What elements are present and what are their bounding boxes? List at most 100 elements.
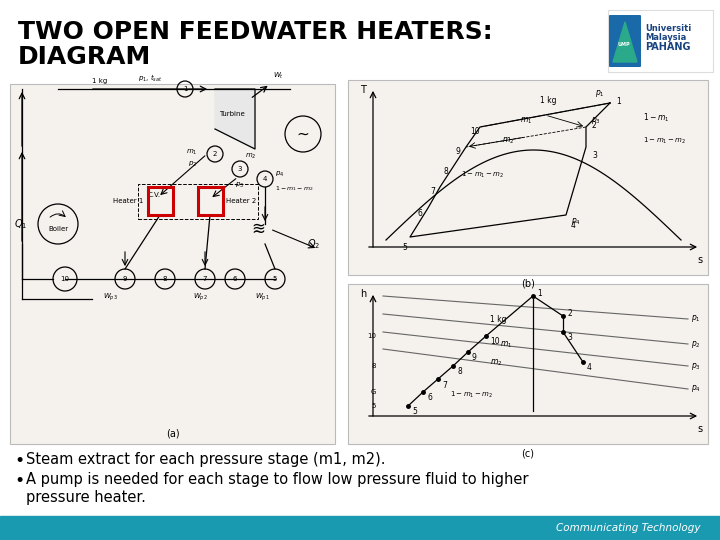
Text: (b): (b) (521, 279, 535, 289)
Text: ≋: ≋ (251, 220, 265, 238)
Text: $p_4$: $p_4$ (275, 170, 284, 179)
Polygon shape (215, 89, 255, 149)
Text: 6: 6 (418, 208, 423, 218)
Text: $1-m_1-m_2$: $1-m_1-m_2$ (450, 390, 493, 400)
Text: •: • (14, 452, 24, 470)
Text: 8: 8 (163, 276, 167, 282)
Text: 1 kg: 1 kg (540, 96, 557, 105)
Text: ~: ~ (297, 126, 310, 141)
Text: s: s (698, 255, 703, 265)
Text: $Q_2$: $Q_2$ (307, 237, 320, 251)
Text: $m_2$: $m_2$ (490, 357, 502, 368)
Bar (198, 187, 223, 215)
Text: 5: 5 (402, 242, 407, 252)
Text: $m_2$: $m_2$ (502, 135, 514, 145)
Text: $p_1$, $t_{sat}$: $p_1$, $t_{sat}$ (138, 73, 162, 84)
Text: 3: 3 (567, 334, 572, 342)
Text: 1 kg: 1 kg (92, 78, 107, 84)
Text: $m_1$: $m_1$ (186, 147, 197, 157)
Bar (138, 184, 258, 219)
Text: Heater 2: Heater 2 (226, 198, 256, 204)
Text: 8: 8 (443, 167, 448, 177)
Bar (0, 516, 720, 540)
Text: 1: 1 (537, 289, 541, 299)
Text: DIAGRAM: DIAGRAM (18, 45, 151, 69)
Text: 10: 10 (367, 333, 376, 339)
Text: pressure heater.: pressure heater. (26, 490, 146, 505)
Text: $p_3$: $p_3$ (235, 181, 244, 190)
Text: 1: 1 (616, 97, 621, 105)
Text: A pump is needed for each stage to flow low pressure fluid to higher: A pump is needed for each stage to flow … (26, 472, 528, 487)
Text: Universiti: Universiti (645, 24, 691, 33)
Text: 4: 4 (571, 220, 576, 230)
Text: $1-m_1-m_2$: $1-m_1-m_2$ (275, 185, 314, 193)
Text: 10: 10 (60, 276, 70, 282)
Text: 4: 4 (263, 176, 267, 182)
FancyBboxPatch shape (609, 15, 641, 67)
Text: 5: 5 (273, 276, 277, 282)
Text: Communicating Technology: Communicating Technology (556, 523, 700, 533)
Text: 6: 6 (427, 394, 432, 402)
Text: $p_3$: $p_3$ (591, 115, 601, 126)
Text: $W_{p1}$: $W_{p1}$ (255, 292, 269, 303)
Text: $p_1$: $p_1$ (691, 314, 701, 325)
Text: $m_1$: $m_1$ (500, 340, 512, 350)
Text: Turbine: Turbine (219, 111, 245, 117)
Polygon shape (613, 22, 637, 62)
Text: $W_{p2}$: $W_{p2}$ (193, 292, 207, 303)
Text: s: s (698, 424, 703, 434)
Text: Malaysia: Malaysia (645, 33, 686, 42)
Text: PAHANG: PAHANG (645, 42, 690, 52)
Text: $1-m_1-m_2$: $1-m_1-m_2$ (643, 136, 686, 146)
Bar (148, 187, 173, 215)
Bar (348, 284, 708, 444)
Text: 7: 7 (442, 381, 447, 389)
Text: 3: 3 (238, 166, 242, 172)
Text: 8: 8 (372, 363, 376, 369)
Text: h: h (360, 289, 366, 299)
Text: 9: 9 (456, 147, 461, 157)
Text: $p_2$: $p_2$ (691, 339, 701, 349)
Text: UMP: UMP (618, 43, 630, 48)
Text: 4: 4 (587, 363, 592, 373)
Text: T: T (360, 85, 366, 95)
Text: 5: 5 (412, 408, 417, 416)
Text: $1-m_1$: $1-m_1$ (643, 111, 670, 124)
Text: 2: 2 (213, 151, 217, 157)
Bar (348, 80, 708, 275)
Text: $p_1$: $p_1$ (595, 88, 605, 99)
Text: G: G (371, 389, 376, 395)
Text: Boiler: Boiler (48, 226, 68, 232)
Text: Steam extract for each pressure stage (m1, m2).: Steam extract for each pressure stage (m… (26, 452, 385, 467)
Text: 9: 9 (122, 276, 127, 282)
Text: $m_2$: $m_2$ (245, 152, 256, 161)
Text: (a): (a) (166, 429, 179, 439)
Text: 6: 6 (233, 276, 238, 282)
Text: $Q_1$: $Q_1$ (14, 217, 27, 231)
Text: 7: 7 (203, 276, 207, 282)
Text: 7: 7 (430, 187, 435, 197)
Text: TWO OPEN FEEDWATER HEATERS:: TWO OPEN FEEDWATER HEATERS: (18, 20, 492, 44)
Text: 9: 9 (472, 354, 477, 362)
Text: 10: 10 (490, 338, 500, 347)
Text: 2: 2 (592, 120, 597, 130)
Text: 2: 2 (567, 309, 572, 319)
Text: $p_2$: $p_2$ (188, 159, 197, 168)
Text: $m_1$: $m_1$ (520, 116, 532, 126)
Text: 3: 3 (592, 151, 597, 159)
Text: $W_t$: $W_t$ (273, 71, 284, 81)
Text: $p_4$: $p_4$ (571, 216, 581, 227)
Bar (608, 10, 713, 72)
Text: C.V.: C.V. (148, 192, 161, 198)
Text: $W_{p3}$: $W_{p3}$ (103, 292, 117, 303)
Text: 10: 10 (470, 127, 480, 137)
Text: (c): (c) (521, 448, 534, 458)
Text: 5: 5 (372, 403, 376, 409)
Text: $p_3$: $p_3$ (691, 361, 701, 372)
Text: $p_4$: $p_4$ (691, 383, 701, 395)
Text: $1-m_1-m_2$: $1-m_1-m_2$ (462, 170, 505, 180)
Text: •: • (14, 472, 24, 490)
Text: 1 kg: 1 kg (490, 315, 506, 324)
Text: Heater 1: Heater 1 (112, 198, 143, 204)
Text: 1: 1 (183, 86, 187, 92)
